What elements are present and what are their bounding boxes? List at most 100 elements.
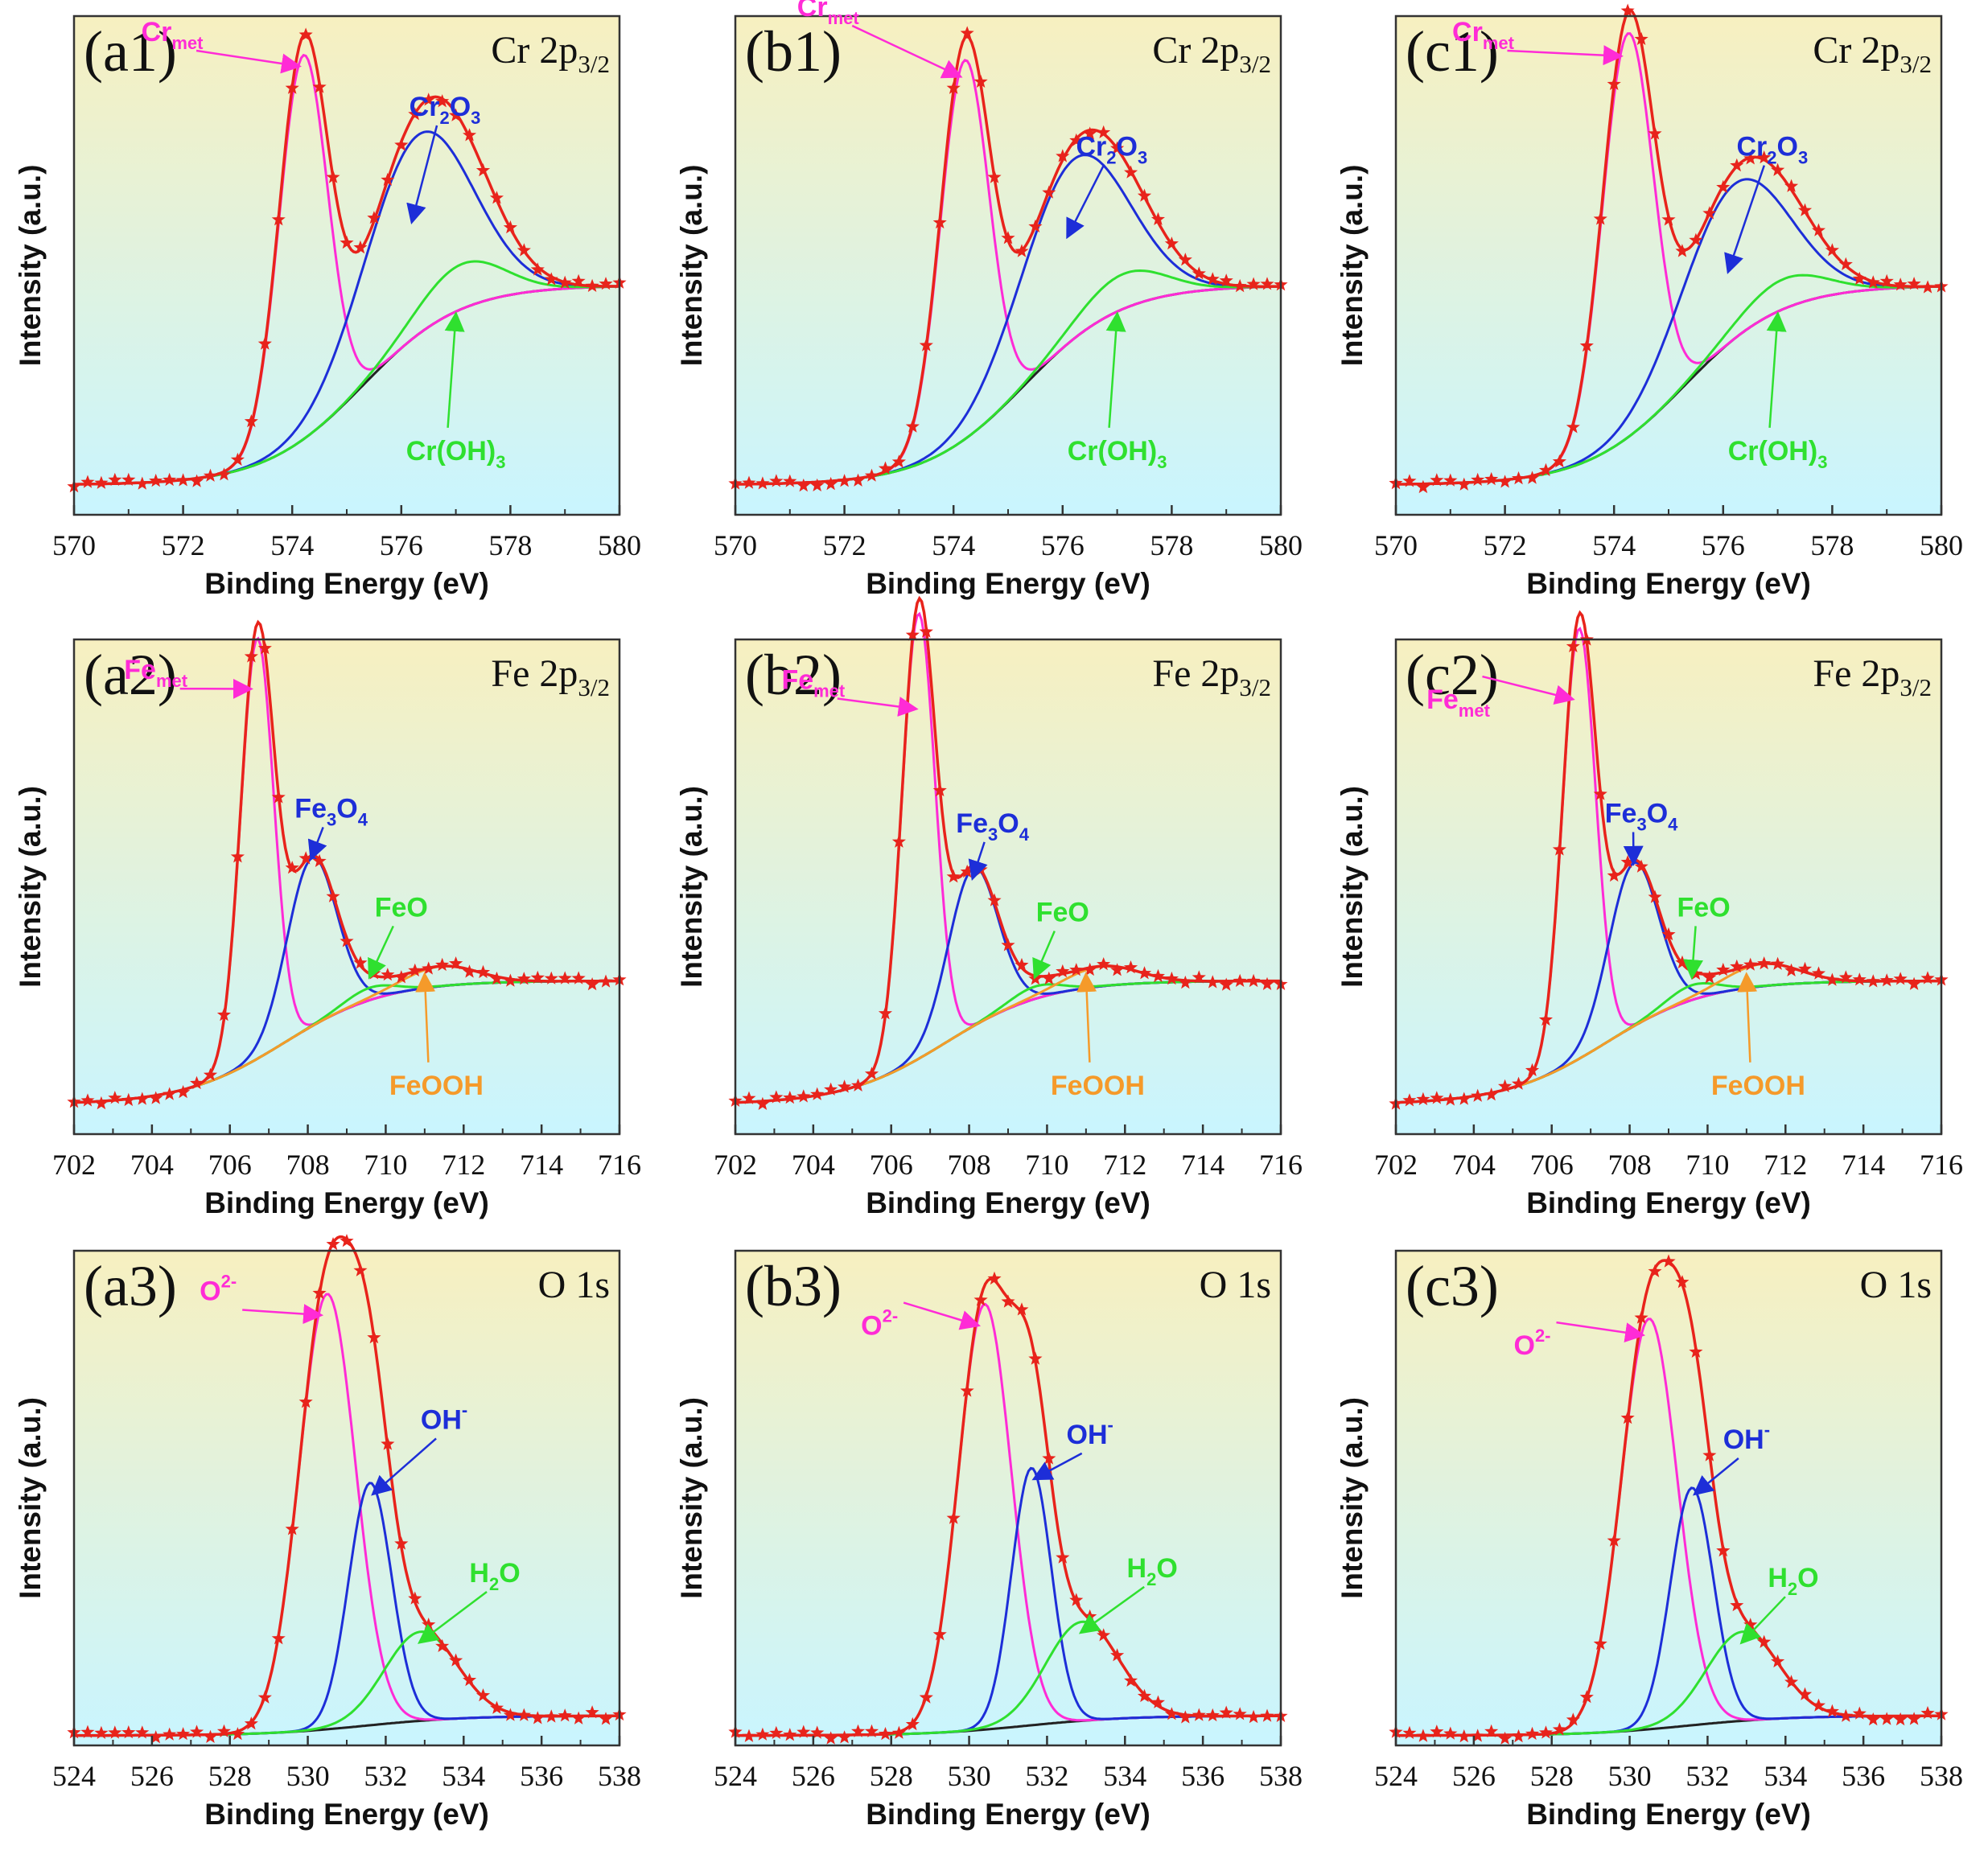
data-point — [1579, 339, 1594, 352]
data-point — [544, 971, 558, 985]
data-point — [149, 1730, 163, 1744]
data-point — [203, 468, 218, 482]
data-point — [960, 1383, 974, 1397]
data-point — [891, 1725, 906, 1739]
data-point — [1246, 1709, 1261, 1724]
data-point — [1083, 962, 1097, 976]
annotation-label: OH- — [1067, 1415, 1113, 1450]
x-axis-title: Binding Energy (eV) — [1526, 567, 1811, 600]
data-point — [1110, 1648, 1125, 1662]
data-point — [1771, 956, 1785, 970]
plot-background — [1396, 16, 1941, 515]
data-point — [1838, 257, 1853, 270]
data-point — [1784, 179, 1799, 192]
x-tick-label: 572 — [823, 529, 866, 561]
data-point — [530, 970, 545, 984]
data-point — [973, 74, 988, 88]
data-point — [1825, 243, 1839, 257]
data-point — [1150, 1695, 1165, 1708]
data-point — [312, 80, 327, 93]
data-point — [1716, 1544, 1731, 1557]
x-tick-label: 702 — [1374, 1149, 1418, 1181]
data-point — [1552, 1722, 1566, 1736]
data-point — [946, 80, 961, 94]
x-tick-label: 534 — [1103, 1760, 1146, 1792]
x-tick-label: 534 — [1764, 1760, 1807, 1792]
data-point — [517, 972, 531, 985]
data-point — [585, 977, 599, 991]
annotation-label: Femet — [1426, 684, 1490, 721]
data-point — [973, 1293, 988, 1306]
data-point — [891, 834, 906, 848]
x-tick-label: 712 — [1103, 1149, 1146, 1181]
annotation-arrow — [371, 1437, 437, 1496]
data-point — [1028, 1351, 1043, 1365]
data-point — [408, 1591, 422, 1605]
panel-label: (b2) — [745, 643, 842, 707]
data-point — [1001, 1294, 1015, 1308]
annotation-arrow — [196, 49, 302, 74]
data-point — [1219, 1705, 1233, 1719]
data-point — [851, 473, 866, 487]
data-point — [312, 1285, 327, 1300]
data-point — [80, 1093, 95, 1107]
data-point — [190, 474, 204, 487]
x-axis-title: Binding Energy (eV) — [204, 567, 489, 600]
x-tick-label: 538 — [1259, 1760, 1303, 1792]
data-point — [176, 473, 191, 487]
data-point — [1866, 1712, 1880, 1726]
data-point — [298, 27, 313, 41]
data-point — [783, 1091, 797, 1104]
data-point — [1743, 151, 1758, 165]
data-point — [1069, 1593, 1084, 1606]
data-point — [1852, 1706, 1867, 1720]
data-point — [810, 1725, 825, 1739]
data-point — [1920, 280, 1935, 294]
data-point — [1443, 473, 1458, 487]
element-label: O 1s — [1860, 1264, 1932, 1306]
data-point — [176, 1727, 191, 1741]
annotation-label: H2O — [1768, 1563, 1818, 1599]
y-axis-title: Intensity (a.u.) — [14, 786, 47, 988]
data-point — [1260, 277, 1274, 290]
panel-c3: 524 526 528 530 532 534 536 538 Binding Energy (… — [1336, 1249, 1963, 1831]
x-tick-label: 576 — [380, 529, 423, 561]
data-point — [946, 1511, 961, 1524]
data-point — [932, 215, 947, 229]
data-point — [1484, 471, 1499, 486]
annotation-label: Femet — [124, 655, 187, 691]
data-point — [340, 1234, 354, 1248]
data-point — [285, 80, 299, 94]
annotation-arrow — [1066, 165, 1105, 240]
data-point — [742, 1091, 756, 1104]
data-point — [1634, 1310, 1648, 1324]
annotation-label: O2- — [861, 1306, 898, 1342]
plot-background — [74, 1251, 619, 1745]
annotation-label: Fe3O4 — [294, 793, 368, 829]
data-point — [230, 452, 245, 466]
data-point — [755, 1096, 770, 1110]
annotation-arrow — [1737, 972, 1758, 1063]
data-point — [742, 1729, 756, 1742]
data-point — [1593, 1636, 1607, 1651]
data-point — [1838, 970, 1853, 984]
plot-background — [1396, 1251, 1941, 1745]
data-point — [1607, 868, 1621, 882]
data-point — [878, 1727, 892, 1741]
data-point — [878, 461, 892, 475]
data-point — [1552, 842, 1566, 856]
annotation-arrow — [444, 311, 465, 428]
data-point — [796, 1089, 811, 1103]
data-point — [475, 162, 491, 177]
data-point — [326, 170, 340, 183]
data-point — [1648, 1264, 1662, 1277]
data-point — [1825, 972, 1839, 986]
annotation-label: Cr(OH)3 — [406, 436, 506, 472]
data-point — [1233, 1707, 1247, 1720]
data-point — [163, 472, 177, 487]
annotation-arrow — [1032, 931, 1056, 980]
data-point — [1069, 133, 1084, 146]
data-point — [135, 476, 150, 490]
data-point — [1110, 963, 1125, 976]
data-point — [94, 475, 109, 489]
